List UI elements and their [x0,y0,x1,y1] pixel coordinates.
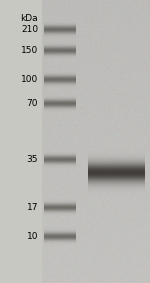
Text: kDa: kDa [20,14,38,23]
Text: 210: 210 [21,25,38,34]
Text: 35: 35 [27,155,38,164]
Text: 10: 10 [27,232,38,241]
Text: 150: 150 [21,46,38,55]
Text: 100: 100 [21,75,38,84]
Text: 17: 17 [27,203,38,212]
Text: 70: 70 [27,99,38,108]
